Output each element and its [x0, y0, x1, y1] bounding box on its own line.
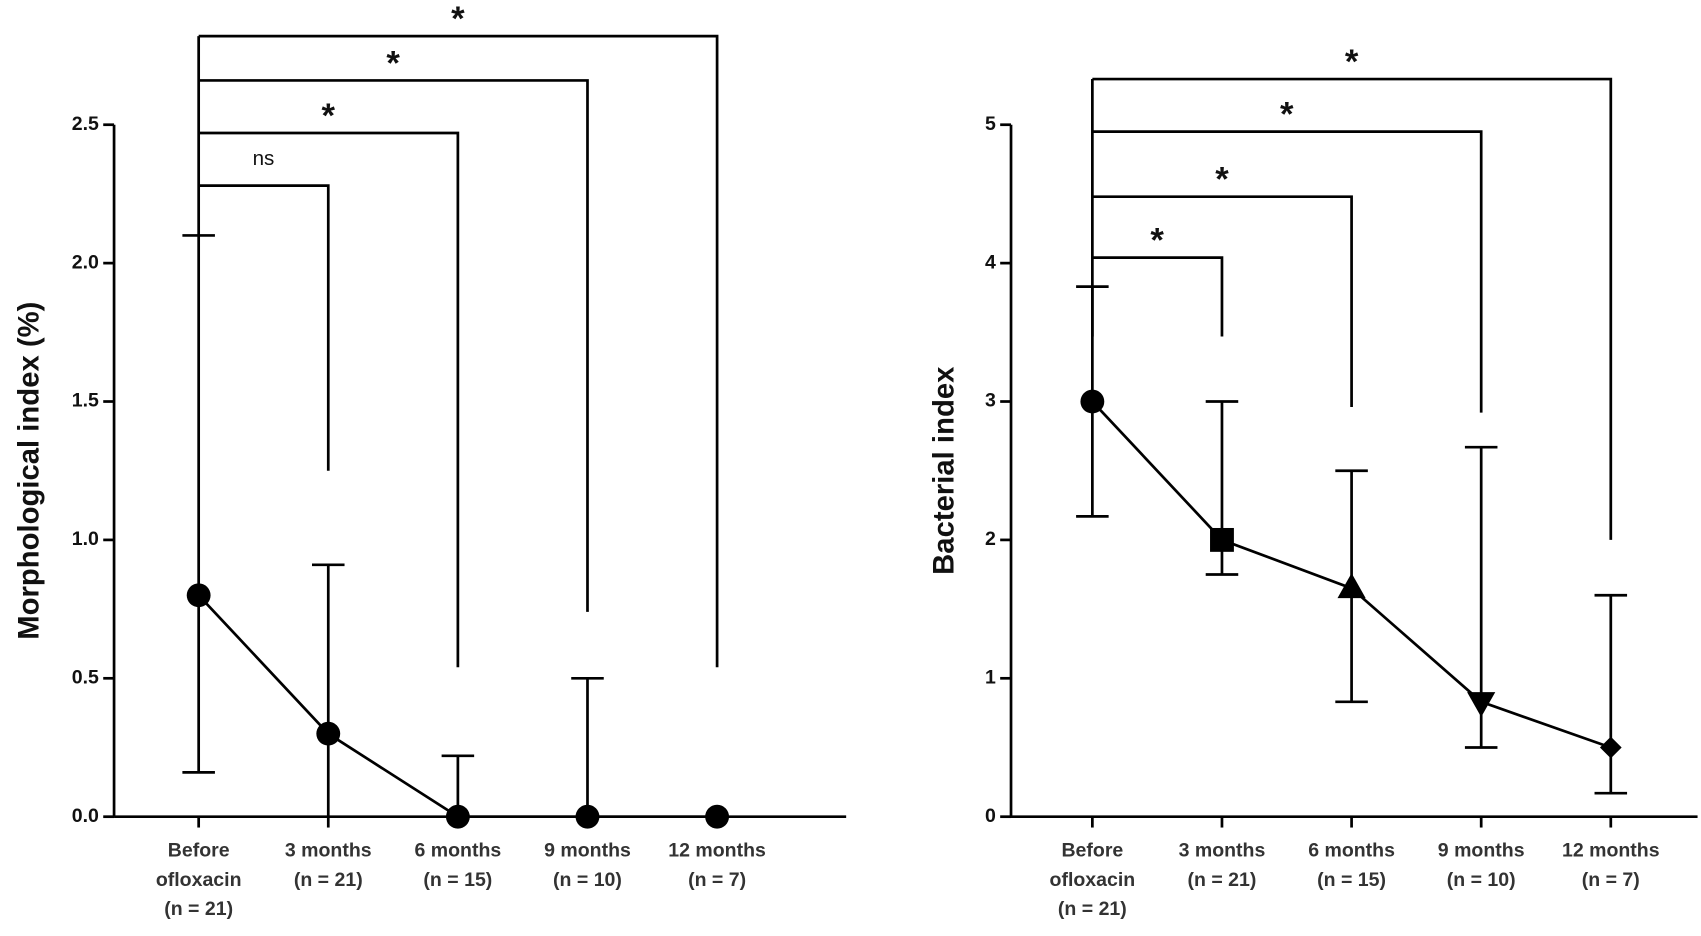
significance-bracket: [1092, 130, 1483, 413]
y-tick-label: 0.5: [72, 666, 99, 688]
x-tick-label: (n = 10): [1447, 869, 1516, 891]
x-tick-label: (n = 7): [688, 869, 746, 891]
significance-label: *: [322, 97, 336, 135]
x-tick-label: ofloxacin: [156, 869, 242, 891]
y-tick-label: 3: [985, 390, 996, 412]
significance-label: *: [1345, 43, 1359, 81]
x-tick-label: 3 months: [1179, 840, 1266, 862]
x-tick-label: 12 months: [1562, 840, 1660, 862]
significance-bracket: [198, 34, 719, 668]
significance-bracket: [1092, 77, 1613, 540]
significance-label: *: [451, 0, 465, 38]
significance-bracket: [1092, 195, 1353, 408]
x-tick-label: (n = 15): [1317, 869, 1386, 891]
marker: [186, 583, 211, 608]
y-tick-label: 1.0: [72, 528, 99, 550]
y-tick-label: 0: [985, 805, 996, 827]
marker: [1080, 389, 1105, 414]
marker: [1210, 527, 1234, 552]
marker: [1599, 736, 1622, 759]
y-tick-label: 0.0: [72, 805, 99, 827]
marker: [445, 804, 470, 829]
y-tick-label: 2.0: [72, 251, 99, 273]
x-tick-label: Before: [1061, 840, 1123, 862]
marker: [1467, 692, 1496, 718]
y-tick-label: 2.5: [72, 113, 99, 135]
x-tick-label: (n = 21): [1058, 898, 1127, 920]
significance-label: ns: [253, 147, 275, 170]
y-axis-title: Bacterial index: [928, 366, 961, 575]
x-tick-label: (n = 21): [164, 898, 233, 920]
y-tick-label: 4: [985, 251, 996, 273]
x-tick-label: (n = 7): [1582, 869, 1640, 891]
x-tick-label: 9 months: [1438, 840, 1525, 862]
x-tick-label: 3 months: [285, 840, 372, 862]
x-tick-label: (n = 10): [553, 869, 622, 891]
x-tick-label: (n = 21): [1188, 869, 1257, 891]
y-axis-title: Morphological index (%): [12, 302, 45, 640]
significance-bracket: [198, 184, 330, 471]
significance-bracket: [1092, 256, 1224, 337]
x-tick-label: ofloxacin: [1050, 869, 1136, 891]
y-tick-label: 1: [985, 666, 996, 688]
significance-bracket: [198, 79, 589, 612]
marker: [316, 721, 341, 746]
x-tick-label: (n = 21): [294, 869, 363, 891]
x-tick-label: (n = 15): [423, 869, 492, 891]
marker: [575, 804, 600, 829]
y-tick-label: 5: [985, 113, 996, 135]
significance-label: *: [386, 44, 400, 82]
y-tick-label: 2: [985, 528, 996, 550]
significance-label: *: [1150, 222, 1164, 260]
x-tick-label: 12 months: [668, 840, 766, 862]
marker: [705, 804, 730, 829]
marker: [1337, 573, 1366, 599]
significance-label: *: [1280, 96, 1294, 134]
x-tick-label: 9 months: [544, 840, 631, 862]
significance-bracket: [198, 131, 460, 668]
x-tick-label: 6 months: [415, 840, 502, 862]
y-tick-label: 1.5: [72, 390, 99, 412]
x-tick-label: 6 months: [1308, 840, 1395, 862]
x-tick-label: Before: [168, 840, 230, 862]
significance-label: *: [1215, 161, 1229, 199]
